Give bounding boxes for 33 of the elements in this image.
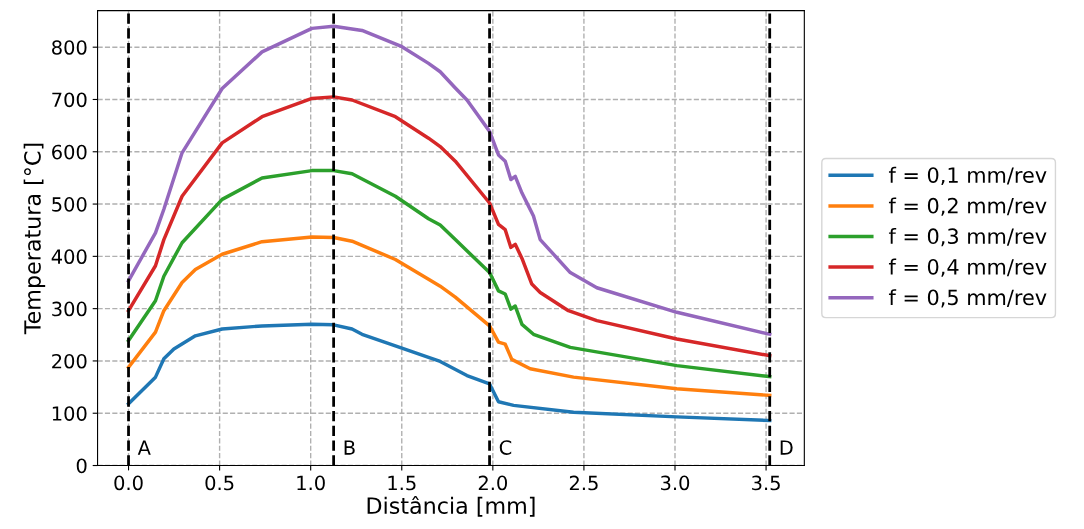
line-series [126, 95, 772, 358]
x-tick-label: 3.5 [752, 475, 780, 491]
y-tick-label: 0 [76, 458, 87, 474]
line-series [126, 322, 772, 423]
legend-label: f = 0,4 mm/rev [888, 258, 1047, 277]
x-axis-title: Distância [mm] [367, 495, 535, 517]
ref-line-label: A [137, 440, 151, 455]
y-tick-label: 500 [52, 197, 87, 212]
y-tick-label: 600 [52, 144, 87, 160]
y-tick-label: 200 [52, 353, 87, 369]
y-tick-label: 300 [52, 301, 87, 317]
line-series [126, 235, 772, 398]
x-tick-label: 0.0 [114, 475, 143, 491]
line-series [126, 168, 772, 379]
legend-label: f = 0,3 mm/rev [888, 227, 1047, 247]
x-tick-label: 2.0 [478, 475, 508, 491]
line-series [126, 24, 772, 337]
x-tick-label: 2.5 [569, 475, 598, 491]
legend-label: f = 0,1 mm/rev [888, 166, 1047, 186]
y-tick-label: 400 [51, 249, 87, 265]
ref-line-label: D [780, 440, 793, 455]
x-tick-label: 1.0 [297, 475, 325, 491]
ref-line-label: B [344, 440, 355, 455]
y-axis-title: Temperatura [°C] [23, 143, 46, 335]
legend-label: f = 0,5 mm/rev [888, 289, 1047, 308]
y-tick-label: 800 [52, 40, 87, 55]
y-tick-label: 100 [52, 406, 87, 421]
legend-label: f = 0,2 mm/rev [888, 197, 1047, 216]
y-tick-label: 700 [52, 92, 87, 108]
ref-line-label: C [499, 440, 512, 455]
x-tick-label: 0.5 [205, 475, 234, 491]
x-tick-label: 1.5 [388, 475, 416, 491]
x-tick-label: 3.0 [661, 475, 690, 491]
